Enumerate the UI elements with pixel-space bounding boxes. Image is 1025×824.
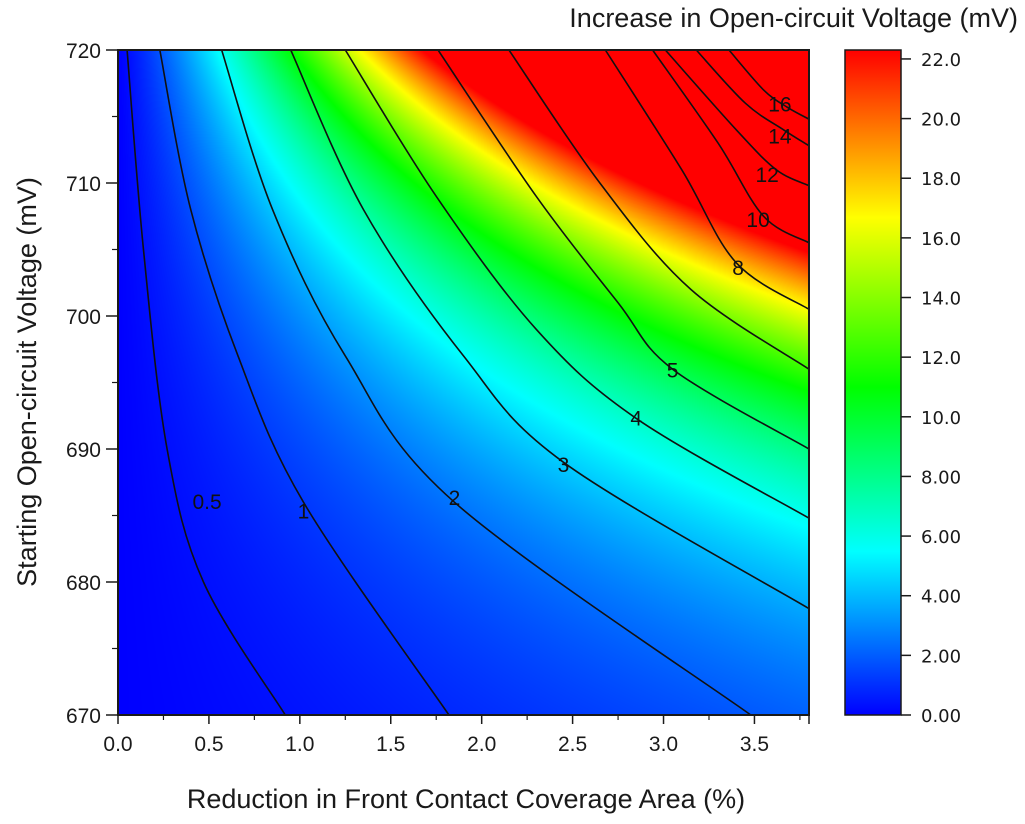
colorbar-tick-label: 12.0: [921, 348, 961, 369]
contour-line-10: [651, 50, 809, 244]
contour-line-1: [159, 50, 450, 715]
contour-label: 16: [768, 94, 791, 117]
contour-label: 5: [667, 360, 679, 383]
heatmap-fill: [118, 50, 809, 715]
y-tick-label: 700: [66, 306, 101, 329]
colorbar-tick-label: 6.00: [921, 527, 961, 548]
colorbar-tick-label: 14.0: [921, 289, 961, 310]
colorbar-tick-label: 4.00: [921, 587, 961, 608]
x-tick-label: 3.5: [740, 733, 769, 756]
contour-line-14: [695, 50, 809, 147]
y-tick-label: 720: [66, 40, 101, 63]
colorbar-tick-label: 16.0: [921, 229, 961, 250]
x-tick-label: 0.5: [194, 733, 223, 756]
x-tick-label: 1.5: [376, 733, 405, 756]
colorbar-tick-label: 10.0: [921, 408, 961, 429]
contour-line-6: [508, 50, 809, 370]
x-tick-label: 1.0: [285, 733, 314, 756]
contour-label: 0.5: [193, 491, 222, 514]
colorbar-ticks: 0.00 2.00 4.00 6.00 8.00 10.0 12.0 14.0 16.0 18.0…: [901, 50, 961, 727]
contour-label: 8: [732, 257, 744, 280]
contour-label: 3: [558, 454, 570, 477]
contour-line-3: [290, 50, 809, 610]
contour-label: 2: [449, 487, 461, 510]
contour-line-4: [344, 50, 809, 519]
contour-line-5: [437, 50, 809, 450]
x-axis-title: Reduction in Front Contact Coverage Area…: [187, 784, 745, 814]
x-tick-label: 0.0: [103, 733, 132, 756]
contour-label: 14: [768, 125, 792, 148]
contour-line-0_5: [126, 50, 286, 715]
contour-label: 4: [630, 407, 642, 430]
contour-label: 1: [298, 501, 310, 524]
x-tick-label: 2.0: [467, 733, 496, 756]
colorbar-tick-label: 8.00: [921, 467, 961, 488]
x-tick-label: 2.5: [558, 733, 587, 756]
contour-label: 12: [755, 164, 778, 187]
y-tick-label: 680: [66, 572, 101, 595]
contour-label: 10: [746, 209, 769, 232]
colorbar: 0.00 2.00 4.00 6.00 8.00 10.0 12.0 14.0 16.0 18.0…: [844, 49, 961, 727]
y-tick-label: 670: [66, 705, 101, 728]
colorbar-tick-label: 22.0: [921, 50, 961, 71]
colorbar-tick-label: 20.0: [921, 110, 961, 131]
colorbar-tick-label: 2.00: [921, 646, 961, 667]
heatmap-image: [118, 50, 809, 715]
y-tick-label: 710: [66, 173, 101, 196]
y-tick-label: 690: [66, 439, 101, 462]
contour-line-2: [220, 50, 752, 715]
contour-lines: [126, 50, 809, 715]
contour-line-12: [664, 50, 809, 187]
x-tick-label: 3.0: [649, 733, 678, 756]
contour-line-8: [604, 50, 809, 311]
contour-line-16: [728, 50, 809, 120]
colorbar-gradient: [844, 49, 902, 716]
colorbar-tick-label: 0.00: [921, 706, 961, 727]
y-axis: 670 680 690 700 710 720: [66, 40, 118, 728]
y-axis-title: Starting Open-circuit Voltage (mV): [12, 177, 42, 587]
colorbar-tick-label: 18.0: [921, 169, 961, 190]
x-axis: 0.0 0.5 1.0 1.5 2.0 2.5 3.0 3.5: [103, 715, 810, 756]
chart-title: Increase in Open-circuit Voltage (mV): [569, 3, 1018, 33]
